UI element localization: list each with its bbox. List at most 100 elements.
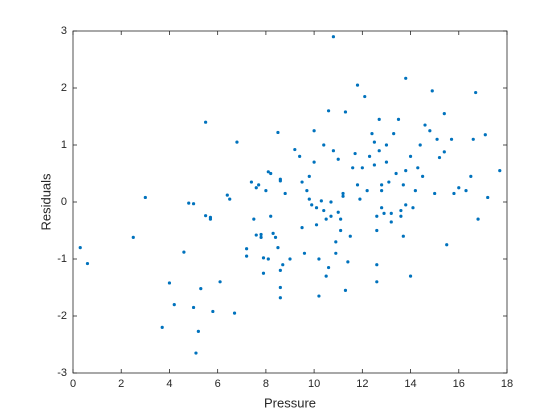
point bbox=[334, 240, 338, 244]
point bbox=[346, 260, 350, 264]
point bbox=[322, 143, 326, 147]
point bbox=[336, 210, 340, 214]
point bbox=[377, 117, 381, 121]
point bbox=[322, 208, 326, 213]
point bbox=[160, 325, 164, 329]
point bbox=[380, 189, 384, 193]
point bbox=[442, 150, 446, 154]
point bbox=[298, 154, 302, 158]
x-tick-label: 0 bbox=[70, 378, 76, 390]
x-tick-label: 16 bbox=[453, 378, 465, 390]
point bbox=[191, 202, 196, 206]
point bbox=[271, 231, 275, 235]
point bbox=[486, 195, 490, 200]
point bbox=[228, 197, 232, 201]
point bbox=[326, 109, 331, 113]
point bbox=[307, 197, 311, 201]
point bbox=[249, 180, 254, 184]
point bbox=[85, 261, 90, 266]
point bbox=[329, 200, 333, 204]
point bbox=[336, 157, 340, 161]
point bbox=[387, 180, 391, 184]
point bbox=[389, 220, 393, 224]
y-tick-label: 1 bbox=[61, 139, 67, 151]
x-tick-label: 6 bbox=[215, 378, 221, 390]
point bbox=[363, 94, 367, 99]
point bbox=[266, 170, 270, 174]
point bbox=[399, 208, 403, 213]
point bbox=[273, 235, 278, 239]
point bbox=[384, 143, 389, 147]
y-tick-label: 3 bbox=[61, 25, 67, 37]
point bbox=[464, 189, 468, 193]
point bbox=[218, 280, 222, 284]
point bbox=[300, 226, 304, 230]
point bbox=[167, 281, 172, 285]
point bbox=[324, 217, 328, 221]
x-tick-label: 10 bbox=[308, 378, 320, 390]
point bbox=[312, 129, 316, 133]
point bbox=[341, 194, 345, 198]
point bbox=[365, 189, 369, 193]
point bbox=[423, 123, 427, 127]
point bbox=[389, 211, 393, 215]
point bbox=[382, 211, 386, 215]
point bbox=[281, 263, 285, 267]
point bbox=[204, 120, 208, 124]
point bbox=[498, 169, 502, 173]
point bbox=[358, 197, 362, 201]
point bbox=[404, 169, 408, 173]
point bbox=[312, 160, 316, 164]
point bbox=[245, 247, 249, 251]
point bbox=[264, 189, 268, 193]
point bbox=[457, 186, 461, 190]
point bbox=[372, 140, 376, 144]
point bbox=[449, 137, 454, 141]
y-axis-label: Residuals bbox=[38, 173, 53, 231]
point bbox=[78, 246, 82, 250]
point bbox=[339, 217, 343, 221]
point bbox=[302, 251, 307, 255]
point bbox=[314, 223, 319, 227]
point bbox=[331, 35, 335, 39]
point bbox=[182, 250, 186, 254]
point bbox=[421, 174, 425, 178]
y-tick-label: 0 bbox=[61, 196, 67, 208]
point bbox=[288, 257, 292, 261]
point bbox=[445, 243, 449, 247]
point bbox=[235, 140, 239, 144]
point bbox=[401, 183, 405, 187]
point bbox=[396, 117, 401, 121]
point bbox=[401, 234, 405, 238]
point bbox=[404, 76, 408, 80]
point bbox=[252, 217, 256, 221]
point bbox=[430, 89, 434, 93]
point bbox=[278, 268, 282, 272]
point bbox=[404, 203, 408, 207]
point bbox=[416, 166, 420, 170]
point bbox=[211, 309, 215, 314]
point bbox=[254, 233, 258, 237]
point bbox=[411, 206, 415, 210]
point bbox=[305, 189, 309, 193]
point bbox=[307, 174, 311, 178]
point bbox=[317, 294, 321, 298]
point bbox=[225, 193, 229, 197]
x-tick-label: 12 bbox=[356, 378, 368, 390]
point bbox=[317, 257, 321, 261]
x-tick-label: 4 bbox=[166, 378, 172, 390]
x-tick-label: 14 bbox=[404, 378, 416, 390]
point bbox=[259, 232, 263, 237]
point bbox=[276, 246, 280, 250]
point bbox=[380, 183, 384, 187]
point bbox=[191, 305, 196, 310]
point bbox=[334, 251, 338, 255]
point bbox=[437, 155, 442, 160]
point bbox=[314, 206, 319, 210]
point bbox=[353, 151, 357, 156]
point bbox=[187, 201, 191, 205]
point bbox=[319, 199, 323, 203]
point bbox=[232, 311, 237, 315]
point bbox=[269, 214, 273, 218]
point bbox=[266, 257, 270, 261]
